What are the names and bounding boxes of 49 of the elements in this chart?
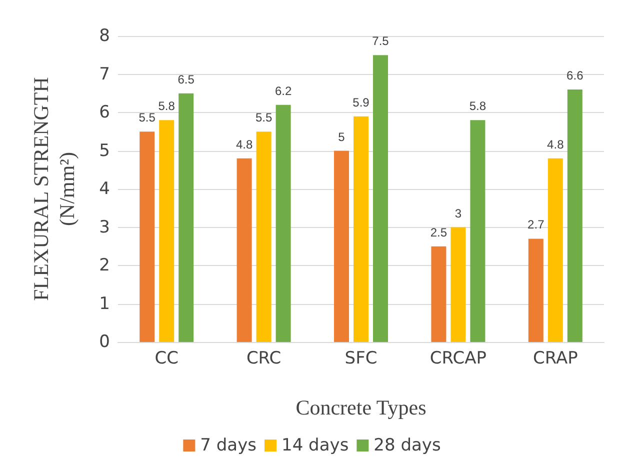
y-axis-title: FLEXURAL STRENGTH (N/mm²) xyxy=(29,77,79,301)
bar xyxy=(470,120,486,342)
y-tick-label: 6 xyxy=(99,102,110,122)
data-label: 5.5 xyxy=(255,110,272,125)
y-tick-label: 4 xyxy=(99,179,110,199)
data-label: 2.5 xyxy=(430,225,448,240)
data-label: 2.7 xyxy=(528,218,545,232)
bar xyxy=(159,120,174,342)
bar xyxy=(548,158,563,342)
data-label: 5.9 xyxy=(352,95,370,110)
bar xyxy=(354,116,368,342)
x-tick-label: CRC xyxy=(246,348,282,368)
data-label: 5 xyxy=(338,130,346,144)
bar xyxy=(178,93,194,342)
bar xyxy=(140,132,155,342)
x-axis-title: Concrete Types xyxy=(296,396,426,420)
y-tick-label: 5 xyxy=(99,140,110,161)
y-tick-label: 1 xyxy=(99,294,110,314)
bar xyxy=(528,238,544,342)
data-label: 7.5 xyxy=(372,34,390,48)
legend-label: 28 days xyxy=(374,436,441,456)
data-label: 3 xyxy=(454,206,462,220)
data-label: 5.5 xyxy=(138,110,156,125)
y-tick-label: 0 xyxy=(99,332,110,352)
bar xyxy=(334,150,349,342)
data-label: 5.8 xyxy=(469,99,486,114)
bar xyxy=(567,90,582,342)
x-tick-label: SFC xyxy=(344,348,378,368)
x-tick-label: CC xyxy=(154,348,178,368)
bar xyxy=(450,227,466,342)
y-tick-label: 3 xyxy=(99,217,110,238)
data-label: 5.8 xyxy=(158,99,176,114)
bar xyxy=(276,104,291,342)
data-label: 6.6 xyxy=(566,68,584,83)
data-label: 6.5 xyxy=(178,72,195,86)
legend-label: 7 days xyxy=(200,436,257,456)
legend-label: 14 days xyxy=(282,436,349,456)
data-label: 6.2 xyxy=(274,84,292,98)
y-tick-label: 7 xyxy=(99,64,110,84)
y-tick-label: 2 xyxy=(99,256,110,276)
y-tick-label: 8 xyxy=(99,26,110,46)
x-tick-label: CRAP xyxy=(532,348,578,368)
x-tick-label: CRCAP xyxy=(430,348,486,368)
bar xyxy=(236,158,252,342)
bar xyxy=(431,246,446,342)
data-label: 4.8 xyxy=(236,137,253,152)
bar xyxy=(373,55,388,342)
data-label: 4.8 xyxy=(547,137,564,152)
bar xyxy=(256,132,272,342)
